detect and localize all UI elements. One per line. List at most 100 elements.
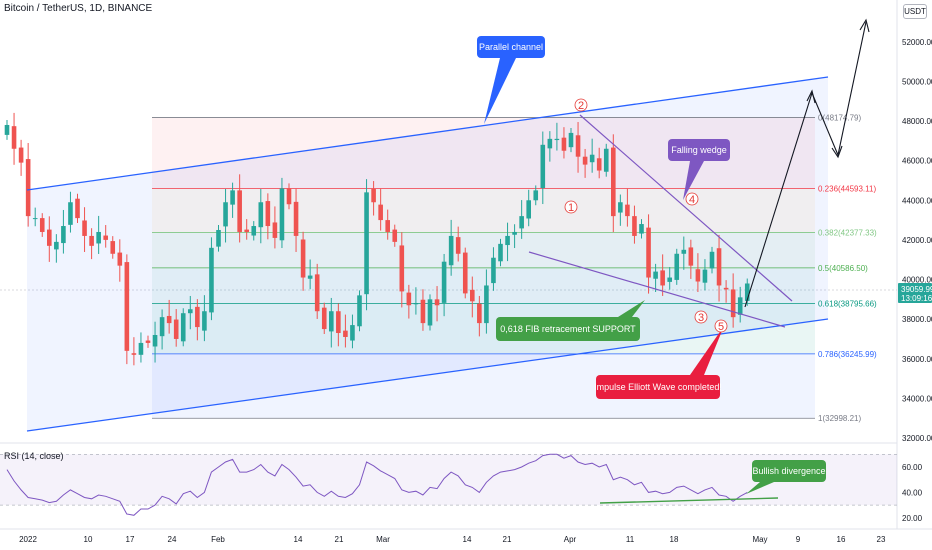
time-axis: 2022 10 17 24 Feb 14 21 Mar 14 21 Apr 11 18 May 9 16 23	[19, 535, 886, 544]
symbol-title[interactable]: Bitcoin / TetherUS, 1D, BINANCE	[4, 3, 153, 14]
candle-body	[364, 192, 369, 295]
candle-body	[420, 299, 426, 324]
wave-marker	[714, 319, 728, 333]
candle-body	[484, 285, 489, 324]
wave-label: 1	[568, 202, 574, 214]
currency-badge[interactable]: USDT	[903, 4, 927, 19]
callout-box	[668, 139, 730, 161]
candle-body	[603, 148, 609, 172]
time-tick-label: Apr	[564, 535, 577, 544]
candle-body	[54, 241, 59, 250]
price-tick-label: 52000.00	[902, 38, 932, 47]
candle-body	[244, 229, 249, 232]
candle-body	[138, 342, 144, 355]
wave-marker	[694, 310, 708, 324]
candle-body	[124, 262, 130, 351]
price-tick-label: 34000.00	[902, 394, 932, 403]
candle-body	[632, 216, 637, 236]
candle-body	[68, 202, 73, 225]
callout-tail	[484, 58, 516, 124]
candle-body	[110, 241, 116, 254]
candle-body	[89, 235, 94, 246]
candle-body	[582, 156, 588, 165]
candle-body	[258, 202, 264, 228]
time-tick-label: 16	[837, 535, 846, 544]
candle-body	[667, 277, 672, 282]
candle-body	[554, 138, 560, 141]
candle-body	[406, 292, 412, 306]
candle-body	[639, 224, 644, 234]
candle-body	[441, 261, 447, 303]
price-tick-label: 42000.00	[902, 236, 932, 245]
candle-body	[166, 315, 172, 324]
channel-lower	[26, 318, 829, 432]
fib-level-label: 0.5(40586.50)	[818, 264, 868, 273]
candle-body	[145, 340, 151, 343]
candle-body	[681, 249, 687, 254]
time-tick-label: 17	[126, 535, 135, 544]
time-tick-label: 2022	[19, 535, 37, 544]
candle-body	[195, 306, 200, 328]
candle-body	[279, 188, 285, 241]
candle-body	[470, 289, 475, 302]
time-tick-label: 10	[84, 535, 93, 544]
current-price-badge	[898, 283, 932, 303]
callout-box	[496, 317, 640, 341]
callout-text: Falling wedge	[671, 145, 727, 155]
price-tick-label: 40000.00	[902, 276, 932, 285]
candle-body	[350, 325, 355, 341]
candle-body	[611, 147, 616, 217]
candle-body	[730, 289, 736, 318]
candle-body	[434, 299, 440, 306]
candle-body	[357, 295, 362, 327]
candle-body	[265, 201, 271, 227]
candle-body	[173, 319, 179, 339]
divergence-line	[599, 497, 779, 504]
projection-path	[744, 21, 867, 308]
rsi-title[interactable]: RSI (14, close)	[4, 451, 64, 461]
candle-body	[575, 135, 581, 157]
candle-body	[413, 303, 419, 305]
candle-body	[477, 303, 482, 324]
candle-body	[596, 158, 602, 171]
rsi-tick-label: 20.00	[902, 514, 923, 523]
candle-body	[399, 245, 405, 292]
candle-body	[321, 307, 327, 330]
candle-body	[660, 270, 665, 286]
candle-body	[230, 190, 235, 205]
candle-body	[159, 317, 165, 337]
candle-body	[82, 220, 87, 236]
candle-body	[653, 271, 658, 279]
candle-body	[103, 235, 108, 240]
time-tick-label: 24	[168, 535, 177, 544]
wedge-lower	[528, 251, 786, 328]
candle-body	[695, 269, 701, 282]
candle-body	[625, 204, 630, 217]
candle-body	[25, 159, 31, 217]
candle-body	[737, 297, 743, 315]
candle-body	[47, 229, 52, 246]
candle-body	[4, 124, 10, 135]
time-tick-label: 21	[503, 535, 512, 544]
candle-body	[152, 334, 158, 347]
callout-box	[477, 36, 545, 58]
candle-body	[526, 200, 531, 219]
callout-tail	[618, 300, 645, 317]
callout-text: Bullish divergence	[752, 466, 825, 476]
candle-body	[716, 248, 722, 286]
candle-body	[286, 188, 292, 205]
candle-body	[336, 311, 341, 334]
time-tick-label: 9	[796, 535, 801, 544]
candles	[4, 112, 750, 366]
current-price-label: 39059.99	[901, 285, 932, 294]
candle-body	[272, 222, 278, 238]
candle-body	[223, 202, 228, 227]
rsi-band	[0, 454, 897, 506]
wave-marker	[574, 98, 588, 112]
elliott-wave-callout: Impulse Elliott Wave completed!	[594, 326, 724, 399]
countdown-label: 13:09:16	[901, 294, 932, 303]
candle-body	[96, 231, 101, 244]
price-tick-label: 32000.00	[902, 434, 932, 443]
candle-body	[547, 138, 553, 149]
